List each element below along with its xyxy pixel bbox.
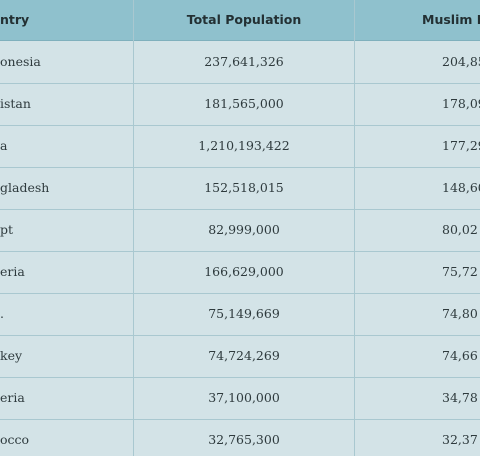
table-row: gladesh 152,518,015 148,60	[0, 167, 480, 210]
table-row: occo 32,765,300 32,37	[0, 419, 480, 456]
table-cell: eria	[0, 264, 25, 279]
table-cell: 152,518,015	[204, 180, 284, 195]
table-cell: 1,210,193,422	[198, 138, 290, 153]
table-cell: 32,765,300	[208, 432, 280, 447]
table-cell: onesia	[0, 54, 41, 69]
table-cell: occo	[0, 432, 30, 447]
column-divider	[354, 0, 355, 456]
table-cell: 166,629,000	[204, 264, 284, 279]
table-cell: 148,60	[442, 180, 480, 195]
table-cell: 34,78	[442, 390, 478, 405]
table-row: eria 37,100,000 34,78	[0, 377, 480, 420]
table-cell: 82,999,000	[208, 222, 280, 237]
table-cell: 181,565,000	[204, 96, 284, 111]
table-cell: 74,80	[442, 306, 478, 321]
table-cell: 75,149,669	[208, 306, 280, 321]
table-row: . 75,149,669 74,80	[0, 293, 480, 336]
table-row: pt 82,999,000 80,02	[0, 209, 480, 252]
header-cell: Muslim Po	[422, 12, 480, 27]
table-cell: key	[0, 348, 23, 363]
table-cell: 74,66	[442, 348, 478, 363]
header-cell: ntry	[0, 12, 30, 27]
table-cell: .	[0, 306, 4, 321]
table-row: onesia 237,641,326 204,85	[0, 41, 480, 84]
table-cell: istan	[0, 96, 31, 111]
table-header: ntry Total Population Muslim Po	[0, 0, 480, 41]
table-cell: 37,100,000	[208, 390, 280, 405]
table-row: eria 166,629,000 75,72	[0, 251, 480, 294]
table-cell: 204,85	[442, 54, 480, 69]
table-cell: 80,02	[442, 222, 478, 237]
table-cell: a	[0, 138, 8, 153]
table-cell: eria	[0, 390, 25, 405]
table-cell: gladesh	[0, 180, 50, 195]
table-cell: 177,29	[442, 138, 480, 153]
table-row: istan 181,565,000 178,09	[0, 83, 480, 126]
column-divider	[133, 0, 134, 456]
table-cell: 237,641,326	[204, 54, 284, 69]
header-cell: Total Population	[186, 12, 302, 27]
table-cell: 75,72	[442, 264, 478, 279]
table-cell: pt	[0, 222, 14, 237]
table-cell: 178,09	[442, 96, 480, 111]
table-row: a 1,210,193,422 177,29	[0, 125, 480, 168]
table-cell: 32,37	[442, 432, 478, 447]
table-cell: 74,724,269	[208, 348, 280, 363]
table-row: key 74,724,269 74,66	[0, 335, 480, 378]
